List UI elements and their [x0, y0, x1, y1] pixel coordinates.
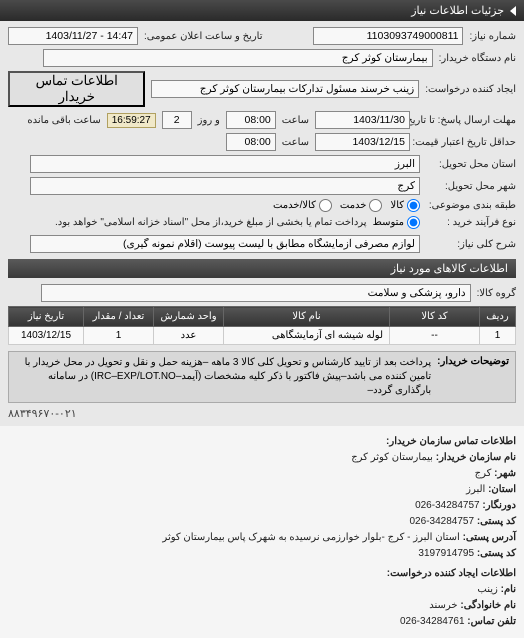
- cat-service-radio[interactable]: [369, 199, 382, 212]
- col-row: ردیف: [480, 307, 516, 327]
- cell-unit: عدد: [154, 327, 224, 345]
- contact-phone-label: تلفن تماس:: [467, 616, 516, 627]
- timer-value: 16:59:27: [112, 115, 151, 126]
- day-value-field: [162, 111, 192, 129]
- process-note: پرداخت تمام یا بخشی از مبلغ خرید،از محل …: [55, 217, 367, 228]
- contact-fax-label: دورنگار:: [482, 500, 516, 511]
- contact-addr-label: آدرس پستی:: [463, 532, 516, 543]
- contact-surname-label: نام خانوادگی:: [460, 600, 516, 611]
- buyer-org-label: نام دستگاه خریدار:: [439, 53, 516, 64]
- goods-section-title: اطلاعات کالاهای مورد نیاز: [8, 259, 516, 278]
- process-mid-option[interactable]: متوسط: [373, 216, 420, 229]
- contact-postal2: 3197914795: [418, 548, 474, 559]
- col-code: کد کالا: [390, 307, 480, 327]
- cell-name: لوله شیشه ای آزمایشگاهی: [224, 327, 390, 345]
- main-panel: شماره نیاز: تاریخ و ساعت اعلان عمومی: نا…: [0, 21, 524, 426]
- process-mid-radio[interactable]: [407, 216, 420, 229]
- contact-postal2-label: کد پستی:: [477, 548, 516, 559]
- contact-name: زینب: [477, 584, 497, 595]
- goods-table: ردیف کد کالا نام کالا واحد شمارش تعداد /…: [8, 306, 516, 345]
- panel-header: جزئیات اطلاعات نیاز: [0, 0, 524, 21]
- time-label-1: ساعت: [282, 115, 309, 126]
- reply-date-field: [315, 111, 410, 129]
- time-label-2: ساعت: [282, 137, 309, 148]
- buyer-notes-label: توضیحات خریدار:: [437, 356, 509, 398]
- cat-service-option[interactable]: خدمت: [340, 199, 383, 212]
- cell-code: --: [390, 327, 480, 345]
- creator-section-title: اطلاعات ایجاد کننده درخواست:: [8, 566, 516, 582]
- category-label: طبقه بندی موضوعی:: [426, 200, 516, 211]
- contact-city: کرج: [475, 468, 492, 479]
- validity-time-field: [226, 133, 276, 151]
- public-date-field: [8, 27, 138, 45]
- contact-org-label: نام سازمان خریدار:: [436, 452, 516, 463]
- process-label: نوع فرآیند خرید :: [426, 217, 516, 228]
- validity-label: حداقل تاریخ اعتبار قیمت: تا تاریخ:: [416, 137, 516, 148]
- buyer-notes-text: پرداخت بعد از تایید کارشناس و تحویل کلی …: [15, 356, 431, 398]
- contact-block: اطلاعات تماس سازمان خریدار: نام سازمان خ…: [0, 426, 524, 638]
- contact-province: البرز: [466, 484, 485, 495]
- countdown-timer: 16:59:27: [107, 113, 156, 128]
- group-label: گروه کالا:: [477, 288, 516, 299]
- col-date: تاریخ نیاز: [9, 307, 84, 327]
- reply-deadline-label: مهلت ارسال پاسخ: تا تاریخ:: [416, 115, 516, 126]
- table-row: 1 -- لوله شیشه ای آزمایشگاهی عدد 1 1403/…: [9, 327, 516, 345]
- group-field: [41, 284, 471, 302]
- cat-both-option[interactable]: کالا/خدمت: [273, 199, 332, 212]
- city-label: شهر محل تحویل:: [426, 181, 516, 192]
- contact-postal-label: کد پستی:: [477, 516, 516, 527]
- public-date-label: تاریخ و ساعت اعلان عمومی:: [144, 31, 263, 42]
- province-label: استان محل تحویل:: [426, 159, 516, 170]
- validity-date-field: [315, 133, 410, 151]
- phone-footer: ۸۸۳۴۹۶۷۰-۰۲۱: [8, 407, 516, 420]
- contact-addr: استان البرز - کرج -بلوار خوارزمی نرسیده …: [162, 532, 459, 543]
- contact-province-label: استان:: [488, 484, 516, 495]
- creator-field: [151, 80, 419, 98]
- request-no-label: شماره نیاز:: [469, 31, 516, 42]
- table-header-row: ردیف کد کالا نام کالا واحد شمارش تعداد /…: [9, 307, 516, 327]
- contact-surname: خرسند: [429, 600, 457, 611]
- buyer-org-field: [43, 49, 433, 67]
- creator-label: ایجاد کننده درخواست:: [425, 84, 516, 95]
- category-radio-group: کالا خدمت کالا/خدمت: [273, 199, 420, 212]
- contact-phone: 34284761-026: [400, 616, 465, 627]
- desc-label: شرح کلی نیاز:: [426, 239, 516, 250]
- contact-org: بیمارستان کوثر کرج: [351, 452, 433, 463]
- cell-date: 1403/12/15: [9, 327, 84, 345]
- contact-buyer-button[interactable]: اطلاعات تماس خریدار: [8, 71, 145, 107]
- contact-name-label: نام:: [501, 584, 516, 595]
- cat-both-radio[interactable]: [319, 199, 332, 212]
- cell-row: 1: [480, 327, 516, 345]
- contact-postal: 34284757-026: [410, 516, 475, 527]
- contact-city-label: شهر:: [494, 468, 516, 479]
- buyer-notes-box: توضیحات خریدار: پرداخت بعد از تایید کارش…: [8, 351, 516, 403]
- timer-suffix: ساعت باقی مانده: [27, 115, 100, 126]
- col-unit: واحد شمارش: [154, 307, 224, 327]
- cat-goods-option[interactable]: کالا: [390, 199, 420, 212]
- col-name: نام کالا: [224, 307, 390, 327]
- desc-field: [30, 235, 420, 253]
- col-qty: تعداد / مقدار: [84, 307, 154, 327]
- reply-time-field: [226, 111, 276, 129]
- cat-goods-radio[interactable]: [407, 199, 420, 212]
- cell-qty: 1: [84, 327, 154, 345]
- province-field: [30, 155, 420, 173]
- collapse-icon[interactable]: [510, 6, 516, 16]
- panel-title: جزئیات اطلاعات نیاز: [411, 4, 504, 17]
- contact-fax: 34284757-026: [415, 500, 480, 511]
- request-no-field: [313, 27, 463, 45]
- city-field: [30, 177, 420, 195]
- day-label: و روز: [198, 115, 220, 126]
- contact-title: اطلاعات تماس سازمان خریدار:: [8, 434, 516, 450]
